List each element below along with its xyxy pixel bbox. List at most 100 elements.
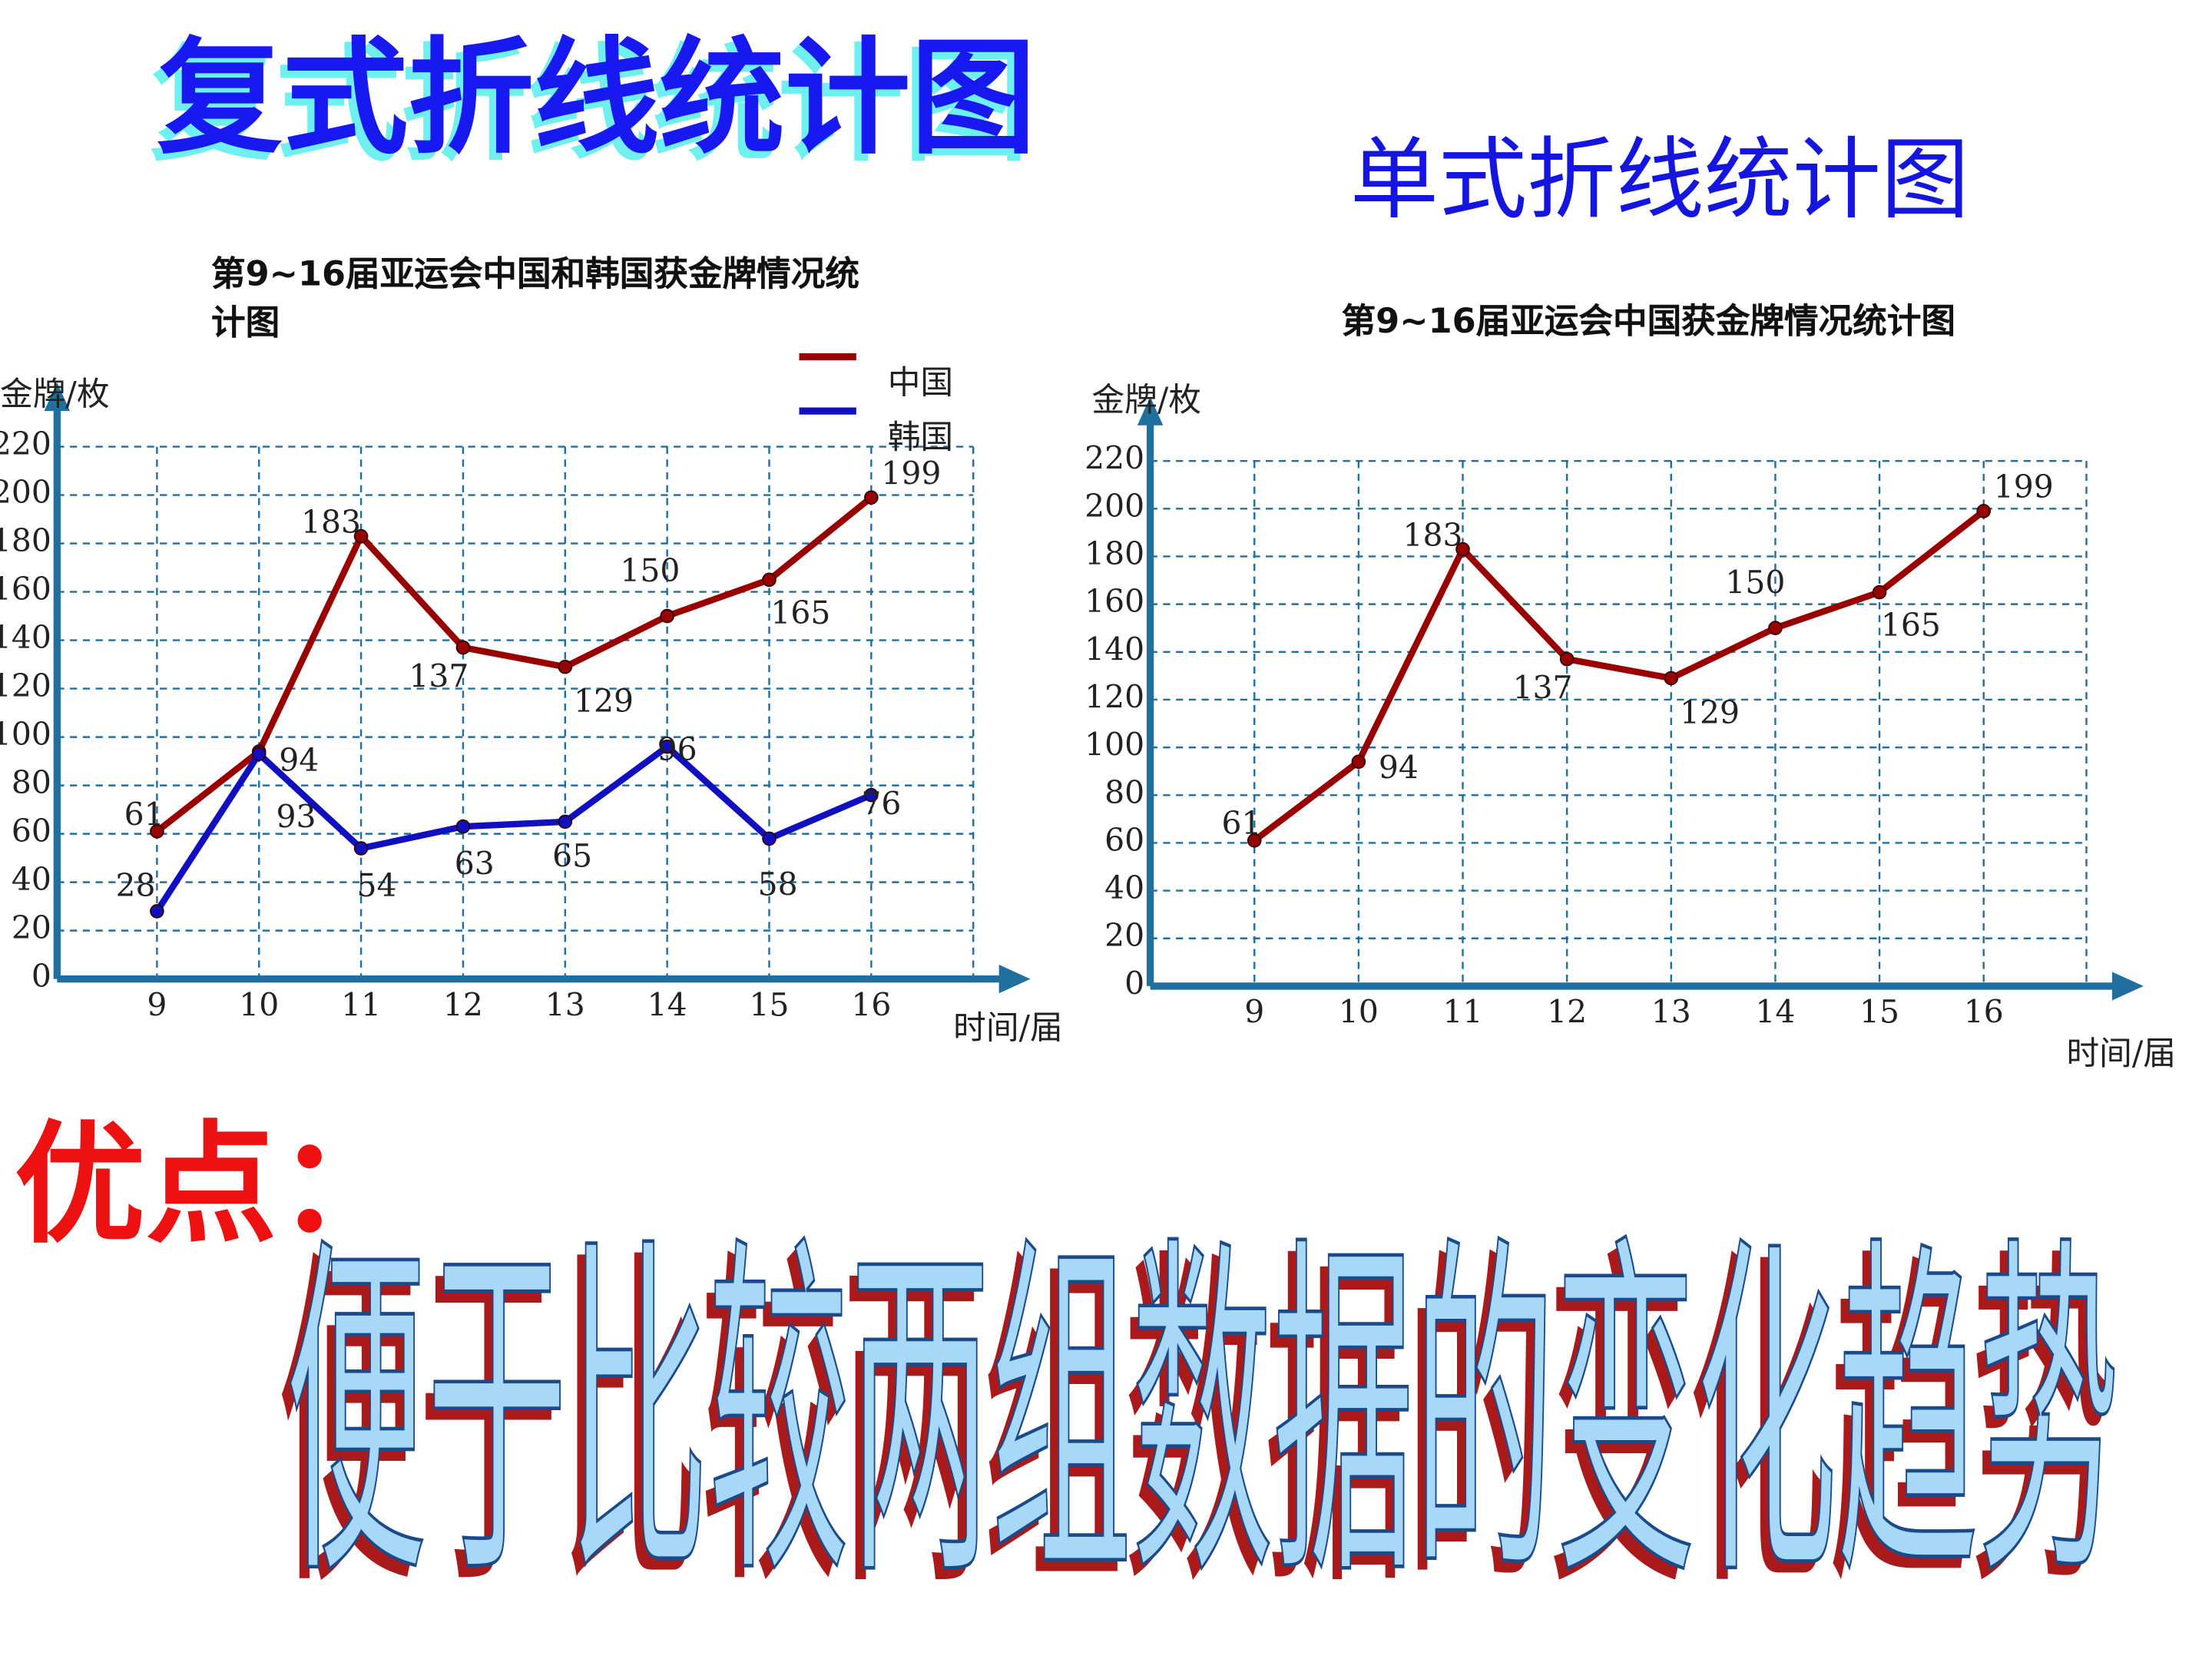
data-label: 76 [861, 786, 901, 823]
data-point [353, 841, 369, 856]
data-label: 183 [301, 504, 361, 541]
y-axis-label: 金牌/枚 [0, 376, 110, 414]
y-tick-label: 160 [1084, 583, 1144, 620]
chart-title: 第9~16届亚运会中国获金牌情况统计图 [1341, 301, 1955, 342]
chart-title-box: 第9~16届亚运会中国和韩国获金牌情况统计图 [210, 253, 859, 343]
data-point [558, 659, 573, 674]
y-tick-label: 120 [1084, 678, 1144, 715]
slide-subtitle: 单式折线统计图 [1350, 128, 1969, 231]
data-point [1872, 584, 1887, 600]
data-point [455, 819, 471, 834]
series-line [154, 743, 873, 913]
y-tick-label: 220 [1084, 440, 1144, 477]
y-axis-arrow [1137, 396, 1164, 426]
data-label: 199 [881, 455, 941, 492]
y-axis-arrow [44, 382, 71, 412]
data-point [1247, 833, 1262, 848]
data-point [558, 814, 573, 830]
x-tick-label: 13 [545, 986, 585, 1023]
x-axis-arrow [998, 965, 1031, 994]
x-tick-label: 11 [1443, 994, 1483, 1031]
y-tick-label: 40 [12, 861, 51, 898]
y-tick-label: 220 [0, 426, 51, 462]
data-point [251, 747, 267, 761]
data-point [762, 572, 777, 588]
data-label: 63 [455, 846, 495, 882]
y-tick-label: 0 [1124, 965, 1144, 1002]
y-tick-label: 120 [0, 667, 51, 704]
data-label: 58 [758, 866, 798, 903]
y-tick-label: 140 [1084, 631, 1144, 667]
x-axis-arrow [2111, 972, 2144, 1001]
x-axis-label: 时间/届 [953, 1009, 1063, 1048]
data-label: 96 [657, 731, 697, 768]
data-label: 165 [1881, 607, 1941, 644]
data-label: 150 [1725, 564, 1785, 601]
data-label: 137 [409, 657, 469, 694]
data-label: 150 [620, 552, 680, 589]
data-label: 199 [1994, 469, 2054, 505]
y-tick-label: 0 [31, 958, 51, 995]
y-axis-label: 金牌/枚 [1091, 381, 1201, 419]
series-line [1252, 508, 1986, 843]
point-label: 优点： [15, 1108, 409, 1262]
x-tick-label: 11 [341, 986, 381, 1023]
data-point [150, 904, 164, 919]
data-point [1559, 651, 1575, 667]
y-tick-label: 60 [12, 813, 51, 849]
series-line [154, 495, 873, 834]
x-tick-label: 12 [1547, 994, 1587, 1031]
y-tick-label: 40 [1104, 869, 1144, 906]
data-point [660, 608, 674, 624]
data-label: 61 [1222, 805, 1262, 842]
x-tick-label: 12 [443, 986, 483, 1023]
data-point [1351, 754, 1366, 770]
data-point [150, 824, 164, 839]
chart-title: 第9~16届亚运会中国和韩国获金牌情况统计图 [210, 253, 859, 343]
data-label: 137 [1513, 669, 1573, 706]
chart-title-box: 第9~16届亚运会中国获金牌情况统计图 [1341, 301, 1955, 342]
x-tick-label: 15 [749, 986, 789, 1023]
legend-label: 中国 [888, 364, 953, 402]
data-label: 165 [770, 594, 830, 631]
data-point [864, 787, 879, 803]
y-tick-label: 80 [1104, 774, 1144, 811]
data-point [353, 528, 369, 544]
data-point [1768, 621, 1783, 636]
y-tick-label: 80 [12, 764, 51, 801]
legend-label: 韩国 [888, 418, 953, 456]
x-tick-label: 14 [1755, 994, 1795, 1031]
y-tick-label: 200 [1084, 488, 1144, 525]
x-tick-label: 9 [147, 986, 167, 1023]
data-label: 65 [552, 838, 592, 875]
data-label: 129 [574, 683, 634, 720]
slide-title-shadow: 复式折线统计图 [150, 32, 1029, 179]
point-text: 便于比较两组数据的变化趋势 [286, 1208, 2120, 1624]
y-tick-label: 180 [0, 522, 51, 559]
y-tick-label: 200 [0, 474, 51, 511]
data-label: 93 [276, 799, 316, 836]
data-label: 183 [1402, 517, 1462, 554]
x-tick-label: 9 [1244, 994, 1264, 1031]
data-point [660, 739, 674, 754]
y-tick-label: 140 [0, 619, 51, 656]
data-label: 61 [124, 796, 164, 833]
y-tick-label: 20 [1104, 917, 1144, 954]
x-tick-label: 13 [1651, 994, 1691, 1031]
x-axis-label: 时间/届 [2066, 1035, 2176, 1073]
data-label: 94 [1379, 749, 1419, 786]
x-tick-label: 10 [1339, 994, 1379, 1031]
data-point [1664, 671, 1679, 686]
y-tick-label: 160 [0, 571, 51, 608]
x-tick-label: 14 [647, 986, 687, 1023]
x-tick-label: 16 [851, 986, 891, 1023]
x-tick-label: 10 [239, 986, 279, 1023]
slide-title: 复式折线统计图 [157, 25, 1036, 171]
data-label: 28 [116, 867, 156, 904]
data-point [455, 640, 471, 655]
y-tick-label: 100 [0, 716, 51, 753]
y-tick-label: 60 [1104, 822, 1144, 859]
data-label: 129 [1680, 694, 1740, 731]
data-point [864, 490, 879, 505]
